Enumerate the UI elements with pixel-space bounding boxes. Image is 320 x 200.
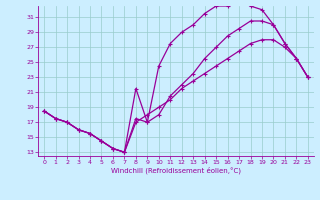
X-axis label: Windchill (Refroidissement éolien,°C): Windchill (Refroidissement éolien,°C) bbox=[111, 167, 241, 174]
